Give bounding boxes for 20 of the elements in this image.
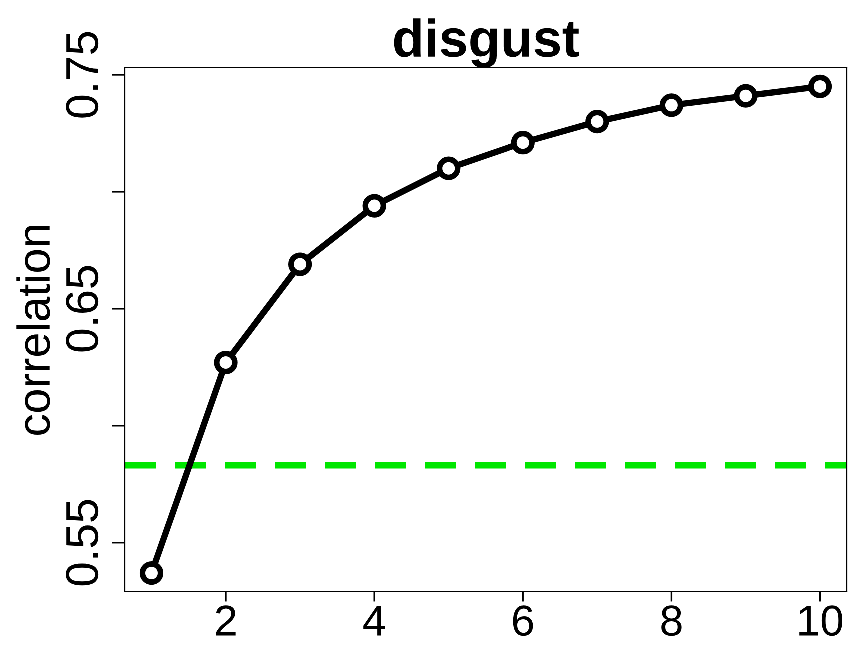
point	[586, 110, 610, 134]
point	[140, 561, 164, 586]
y-axis-title: correlation	[16, 226, 50, 436]
point	[214, 350, 238, 375]
point	[660, 94, 684, 118]
point	[362, 194, 386, 218]
x-tick-label: 6	[513, 606, 534, 636]
point	[808, 74, 832, 99]
x-tick-label: 2	[216, 606, 236, 636]
y-tick-label: 0.65	[66, 266, 99, 352]
point	[288, 252, 312, 276]
x-tick-label: 8	[662, 606, 682, 636]
y-tick-label: 0.55	[66, 500, 99, 586]
point	[734, 84, 758, 108]
x-tick-label: 10	[800, 606, 843, 636]
x-tick-label: 4	[364, 606, 386, 636]
chart-title: disgust	[394, 18, 580, 68]
point	[437, 156, 461, 180]
point	[511, 131, 535, 155]
y-tick-label: 0.75	[66, 32, 99, 118]
